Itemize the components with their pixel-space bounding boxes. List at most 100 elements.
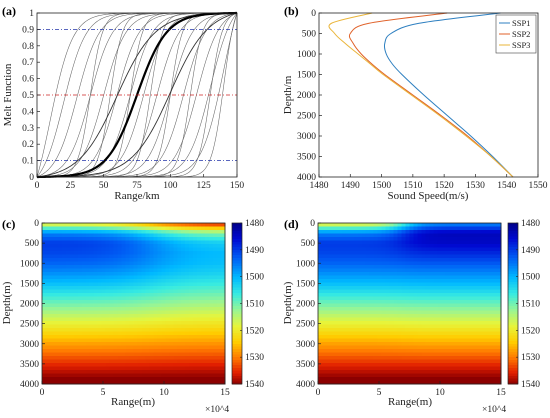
heat-cell <box>181 366 186 371</box>
heat-cell <box>385 324 391 329</box>
heat-cell <box>153 251 158 256</box>
heat-cell <box>345 307 351 312</box>
heat-cell <box>161 244 166 249</box>
heat-cell <box>441 289 446 294</box>
heat-cell <box>177 356 182 361</box>
heat-cell <box>209 377 214 382</box>
heat-cell <box>381 310 387 315</box>
heat-cell <box>485 275 490 280</box>
heat-cell <box>149 331 154 336</box>
heat-cell <box>153 345 158 350</box>
heat-cell <box>145 328 151 333</box>
heat-cell <box>169 331 174 336</box>
heat-cell <box>433 279 438 284</box>
heat-cell <box>42 363 47 368</box>
heat-cell <box>349 377 355 382</box>
heat-cell <box>101 303 107 308</box>
heat-cell <box>373 286 379 291</box>
heat-cell <box>381 335 387 340</box>
colorbar-tick-label: 1500 <box>245 273 264 283</box>
heat-cell <box>389 307 395 312</box>
heat-cell <box>193 237 198 242</box>
heat-cell <box>449 359 454 364</box>
heat-cell <box>373 338 379 343</box>
heat-cell <box>485 293 490 298</box>
heat-cell <box>413 335 419 340</box>
panel-a: (a) 0 25 50 75 100 125 150 00.10.20.30.40.50.6… <box>2 4 244 202</box>
heat-cell <box>61 324 67 329</box>
heat-cell <box>385 317 391 322</box>
heat-cell <box>357 363 363 368</box>
heat-cell <box>125 258 131 263</box>
heat-cell <box>409 223 415 228</box>
heat-cell <box>385 237 391 242</box>
heat-cell <box>133 363 139 368</box>
heat-cell <box>369 345 375 350</box>
colorbar-segment <box>508 381 518 385</box>
heat-cell <box>477 356 482 361</box>
heat-cell <box>93 370 99 375</box>
heat-cell <box>133 373 139 378</box>
heat-cell <box>445 275 450 280</box>
heat-cell <box>93 233 99 238</box>
heat-cell <box>81 310 87 315</box>
heat-cell <box>145 370 151 375</box>
heat-cell <box>421 296 427 301</box>
heat-cell <box>341 328 347 333</box>
heat-cell <box>161 314 166 319</box>
heat-cell <box>181 307 186 312</box>
heat-cell <box>189 328 194 333</box>
heat-cell <box>325 317 331 322</box>
heat-cell <box>449 244 454 249</box>
heat-cell <box>345 310 351 315</box>
heat-cell <box>145 377 151 382</box>
heat-cell <box>109 251 115 256</box>
heat-cell <box>377 268 383 273</box>
heat-cell <box>349 300 355 305</box>
heat-cell <box>141 345 147 350</box>
heat-cell <box>473 247 478 252</box>
heat-cell <box>473 233 478 238</box>
heat-cell <box>85 289 91 294</box>
heat-cell <box>325 373 331 378</box>
heat-cell <box>493 240 498 245</box>
heat-cell <box>393 328 399 333</box>
heat-cell <box>201 230 206 235</box>
heat-cell <box>369 251 375 256</box>
heat-cell <box>61 338 67 343</box>
heat-cell <box>81 233 87 238</box>
c-ytick-label: 2500 <box>20 320 39 330</box>
heat-cell <box>149 321 154 326</box>
heat-cell <box>405 226 411 231</box>
heat-cell <box>493 335 498 340</box>
heat-cell <box>409 345 415 350</box>
heat-cell <box>421 251 427 256</box>
heat-cell <box>369 366 375 371</box>
heat-cell <box>473 314 478 319</box>
heat-cell <box>461 342 466 347</box>
heat-cell <box>397 261 403 266</box>
heat-cell <box>81 296 87 301</box>
heat-cell <box>405 380 411 385</box>
heat-cell <box>57 377 63 382</box>
heat-cell <box>185 356 190 361</box>
heat-cell <box>437 293 442 298</box>
heat-cell <box>405 366 411 371</box>
heat-cell <box>457 321 462 326</box>
heat-cell <box>57 233 63 238</box>
heat-cell <box>81 331 87 336</box>
heat-cell <box>157 223 162 228</box>
heat-cell <box>201 240 206 245</box>
heat-cell <box>113 335 119 340</box>
heat-cell <box>57 373 63 378</box>
heat-cell <box>437 223 442 228</box>
heat-cell <box>73 247 79 252</box>
heat-cell <box>385 310 391 315</box>
heat-cell <box>401 223 407 228</box>
heat-cell <box>109 226 115 231</box>
heat-cell <box>341 293 347 298</box>
heat-cell <box>161 272 166 277</box>
heat-cell <box>341 324 347 329</box>
heat-cell <box>77 226 83 231</box>
